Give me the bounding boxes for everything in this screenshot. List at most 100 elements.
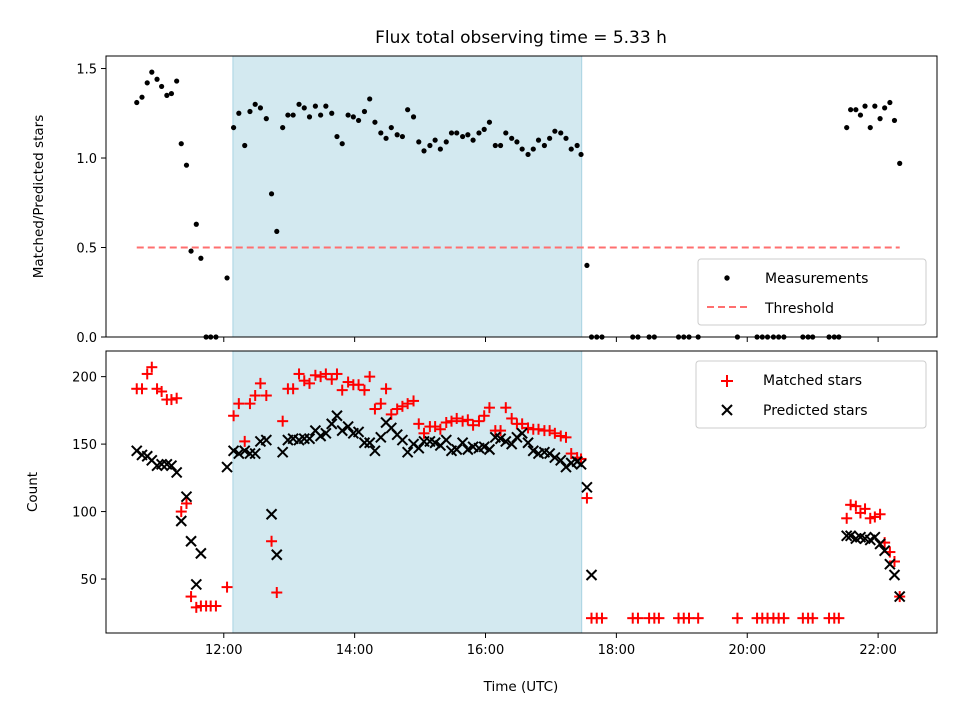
- predicted-star-point: [440, 434, 452, 446]
- measurement-point: [541, 142, 548, 149]
- top-y-tick-label: 1.0: [76, 152, 97, 167]
- predicted-star-point: [265, 508, 278, 520]
- measurement-point: [394, 132, 400, 138]
- predicted-star-point: [331, 410, 343, 422]
- matched-star-point: [380, 383, 392, 395]
- measurement-point: [848, 107, 854, 113]
- bottom-x-ticks: 12:00 14:00 16:00 18:00 20:00 22:00: [205, 633, 897, 658]
- measurement-point: [168, 90, 175, 97]
- matched-star-point: [413, 418, 425, 430]
- top-y-tick-label: 0.0: [76, 331, 97, 346]
- matched-star-point: [185, 591, 197, 603]
- matched-star-point: [309, 369, 321, 381]
- measurement-point: [897, 160, 903, 166]
- bottom-legend: Matched stars Predicted stars: [695, 360, 927, 429]
- measurement-point: [486, 119, 493, 125]
- matched-star-point: [495, 425, 507, 437]
- predicted-star-point: [260, 434, 273, 446]
- predicted-star-point: [320, 427, 332, 440]
- legend-predicted-marker: [721, 404, 733, 416]
- matched-star-point: [434, 423, 446, 435]
- bottom-axes-frame: [105, 350, 938, 634]
- bottom-x-tick-label: 14:00: [336, 643, 373, 658]
- measurement-point: [509, 135, 515, 141]
- measurement-point: [242, 142, 248, 149]
- predicted-star-point: [336, 424, 348, 437]
- measurement-point: [263, 116, 269, 122]
- measurement-point: [470, 137, 476, 143]
- measurement-point: [323, 103, 329, 109]
- measurement-point: [280, 124, 286, 131]
- measurement-point: [383, 135, 389, 141]
- bottom-y-tick-label: 200: [72, 371, 97, 386]
- measurement-point: [454, 130, 460, 136]
- legend-predicted-label: Predicted stars: [763, 403, 868, 419]
- matched-stars-points: [131, 361, 906, 624]
- measurement-point: [188, 248, 194, 254]
- matched-star-point: [478, 410, 490, 422]
- predicted-star-point: [352, 426, 365, 438]
- matched-star-point: [287, 383, 299, 395]
- predicted-star-point: [363, 437, 376, 449]
- measurement-point: [476, 130, 482, 136]
- measurement-point: [318, 112, 324, 118]
- measurement-point: [891, 117, 898, 124]
- measurement-point: [230, 124, 237, 131]
- predicted-star-point: [575, 458, 587, 471]
- matched-star-point: [845, 499, 857, 511]
- matched-star-point: [266, 535, 278, 547]
- measurement-point: [563, 135, 569, 141]
- predicted-star-point: [516, 427, 528, 440]
- matched-star-point: [506, 412, 518, 424]
- bottom-panel: 12:00 14:00 16:00 18:00 20:00 22:00 50 100 150 2…: [25, 350, 938, 695]
- matched-star-point: [408, 395, 420, 407]
- matched-star-point: [136, 383, 148, 395]
- measurement-point: [497, 142, 504, 149]
- predicted-star-point: [456, 437, 469, 449]
- predicted-star-point: [233, 447, 245, 460]
- measurement-point: [872, 103, 878, 109]
- legend-matched-label: Matched stars: [763, 373, 862, 389]
- measurement-point: [862, 103, 868, 109]
- top-y-tick-label: 0.5: [76, 242, 97, 257]
- matched-star-point: [331, 368, 343, 380]
- bottom-x-tick-label: 16:00: [467, 643, 504, 658]
- matched-star-point: [402, 398, 414, 410]
- predicted-stars-points: [131, 410, 906, 603]
- predicted-star-point: [326, 418, 338, 430]
- matched-star-point: [277, 415, 289, 427]
- measurement-point: [432, 137, 438, 143]
- predicted-star-point: [413, 442, 425, 454]
- predicted-star-point: [244, 447, 256, 460]
- matched-star-point: [859, 503, 871, 515]
- measurement-point: [437, 146, 443, 152]
- bottom-y-tick-label: 100: [72, 506, 97, 521]
- measurement-point: [525, 151, 531, 158]
- predicted-star-point: [298, 432, 310, 445]
- predicted-star-point: [155, 458, 168, 471]
- measurement-point: [355, 117, 362, 124]
- matched-star-point: [249, 390, 261, 402]
- matched-star-point: [560, 431, 572, 443]
- matched-star-point: [358, 384, 370, 396]
- matched-star-point: [473, 415, 485, 427]
- predicted-star-point: [271, 549, 283, 561]
- bottom-x-tick-label: 20:00: [729, 643, 766, 658]
- matched-star-point: [692, 612, 704, 624]
- measurement-point: [290, 112, 296, 118]
- predicted-star-point: [522, 437, 534, 449]
- legend-measurement-marker: [724, 275, 730, 281]
- matched-star-point: [175, 506, 187, 518]
- legend-measurements-label: Measurements: [765, 271, 868, 287]
- measurement-point: [552, 128, 558, 134]
- predicted-star-point: [185, 535, 197, 547]
- measurement-point: [416, 139, 422, 145]
- matched-star-point: [303, 377, 315, 389]
- matched-star-point: [581, 492, 593, 504]
- measurement-point: [535, 137, 542, 143]
- measurement-point: [236, 110, 242, 116]
- matched-star-point: [462, 414, 474, 426]
- measurement-point: [268, 191, 275, 197]
- measurement-point: [144, 80, 150, 86]
- measurement-point: [578, 151, 584, 158]
